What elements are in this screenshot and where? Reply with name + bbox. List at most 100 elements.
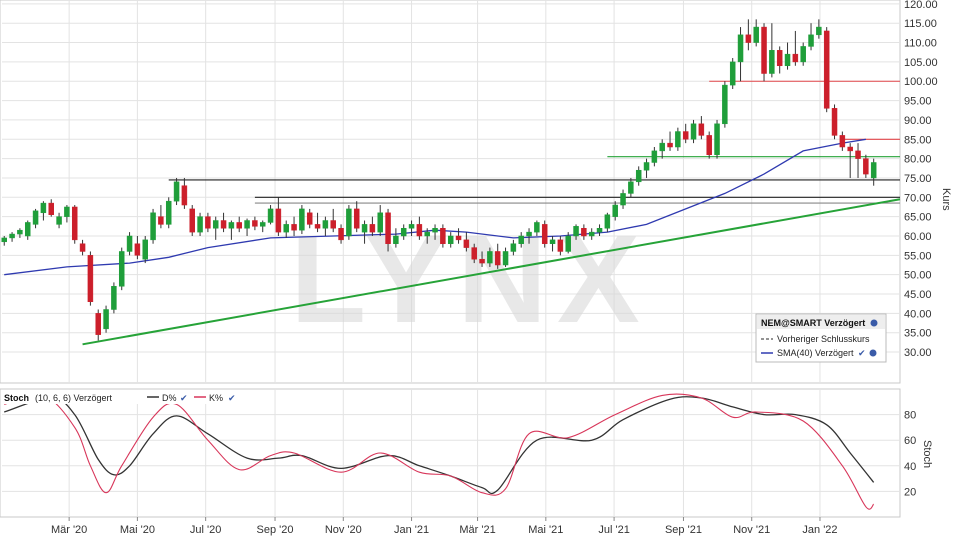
stoch-legend-k-label: K% <box>209 393 223 403</box>
candle-body-down <box>275 208 282 233</box>
candle <box>64 205 70 223</box>
price-panel-background <box>0 0 901 384</box>
candle <box>369 216 376 236</box>
candle-body-up <box>267 208 274 223</box>
candle <box>769 23 775 78</box>
legend-sma-check-icon[interactable]: ✔ <box>858 348 866 358</box>
x-tick-label: Jul '21 <box>598 524 629 536</box>
candle <box>220 212 227 233</box>
candle <box>628 177 634 198</box>
candle <box>479 251 485 267</box>
candle-body-down <box>291 224 297 231</box>
candle-body-up <box>628 181 634 194</box>
stoch-lines <box>4 393 875 510</box>
candle-body-up <box>1 237 7 243</box>
candle <box>126 232 133 256</box>
candle-body-up <box>784 53 791 67</box>
candle <box>737 27 744 82</box>
price-y-tick-label: 70.00 <box>904 192 932 204</box>
candle-body-down <box>189 208 195 233</box>
candle-body-up <box>549 239 556 244</box>
candle-body-down <box>847 146 853 152</box>
candle <box>557 235 564 256</box>
candle <box>134 235 141 260</box>
candle-body-down <box>667 142 673 148</box>
candle-body-down <box>839 135 846 148</box>
candle-body-up <box>573 226 579 237</box>
candle <box>205 212 211 233</box>
candle-body-up <box>643 162 650 171</box>
stoch-title: Stoch <box>4 393 29 403</box>
candle <box>714 119 720 159</box>
x-tick-label: Jul '20 <box>190 524 221 536</box>
price-y-tick-label: 75.00 <box>904 173 932 185</box>
candle <box>463 232 470 252</box>
candle <box>79 239 86 256</box>
candle-body-down <box>158 216 164 225</box>
candle <box>549 235 556 252</box>
candle <box>682 123 689 144</box>
candle-body-down <box>823 30 830 109</box>
candle <box>32 208 39 229</box>
candle <box>471 243 477 264</box>
legend-sma-settings-icon[interactable] <box>869 349 877 357</box>
candle-body-down <box>581 228 587 237</box>
candle-body-up <box>111 286 117 310</box>
candle <box>831 104 838 140</box>
candle-body-up <box>212 220 219 229</box>
candle <box>48 199 54 217</box>
legend: NEM@SMART Verzögert Vorheriger Schlussku… <box>755 313 887 363</box>
watermark: LYNX <box>290 211 649 349</box>
candle <box>118 247 125 291</box>
candle <box>424 228 430 244</box>
candle <box>361 220 368 244</box>
candle-body-up <box>870 162 877 179</box>
candle <box>385 208 391 252</box>
candle <box>17 228 23 238</box>
candle <box>9 232 15 242</box>
candle <box>165 197 172 229</box>
candle-body-up <box>228 222 235 229</box>
candle-body-up <box>635 169 642 183</box>
candle-body-up <box>737 34 744 63</box>
candle-body-down <box>181 185 188 206</box>
candle <box>620 189 626 209</box>
candle <box>142 235 148 264</box>
candle <box>659 139 665 159</box>
candle <box>275 197 282 236</box>
price-y-tick-label: 115.00 <box>904 18 937 30</box>
candle-body-down <box>134 243 141 256</box>
candle <box>24 220 31 240</box>
candle-body-up <box>534 222 540 233</box>
candle-body-up <box>447 235 454 244</box>
candle-body-up <box>565 235 571 252</box>
candle <box>189 205 195 236</box>
candle <box>808 23 814 51</box>
candle-body-up <box>299 208 305 231</box>
candle-body-down <box>455 235 462 241</box>
candle-body-up <box>32 210 39 225</box>
price-y-tick-label: 120.00 <box>904 0 938 11</box>
candle <box>816 19 822 39</box>
candle <box>745 19 752 51</box>
legend-settings-icon[interactable] <box>870 319 878 327</box>
stoch-legend-k-check-icon[interactable]: ✔ <box>228 393 236 403</box>
stoch-params: (10, 6, 6) Verzögert <box>35 393 113 403</box>
candle-body-up <box>283 224 289 233</box>
candle <box>103 305 109 333</box>
price-y-tick-label: 60.00 <box>904 231 932 243</box>
candle-body-down <box>855 150 861 159</box>
candle <box>267 205 274 225</box>
candle <box>855 143 861 178</box>
candle-body-up <box>424 231 430 237</box>
stoch-legend-d-check-icon[interactable]: ✔ <box>180 393 188 403</box>
candle <box>228 220 235 240</box>
candle <box>565 232 571 254</box>
candle-body-down <box>494 251 501 266</box>
candle <box>518 232 524 248</box>
candle <box>729 58 736 89</box>
price-y-tick-label: 85.00 <box>904 134 932 146</box>
candle-body-down <box>479 258 485 264</box>
candle-body-up <box>714 123 720 155</box>
x-tick-label: Mai '21 <box>528 524 563 536</box>
